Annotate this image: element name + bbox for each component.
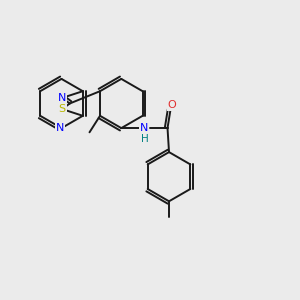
- Text: N: N: [56, 123, 64, 133]
- Text: H: H: [140, 134, 148, 145]
- Text: N: N: [140, 122, 148, 133]
- Text: N: N: [58, 93, 66, 103]
- Text: O: O: [168, 100, 176, 110]
- Text: S: S: [59, 104, 66, 114]
